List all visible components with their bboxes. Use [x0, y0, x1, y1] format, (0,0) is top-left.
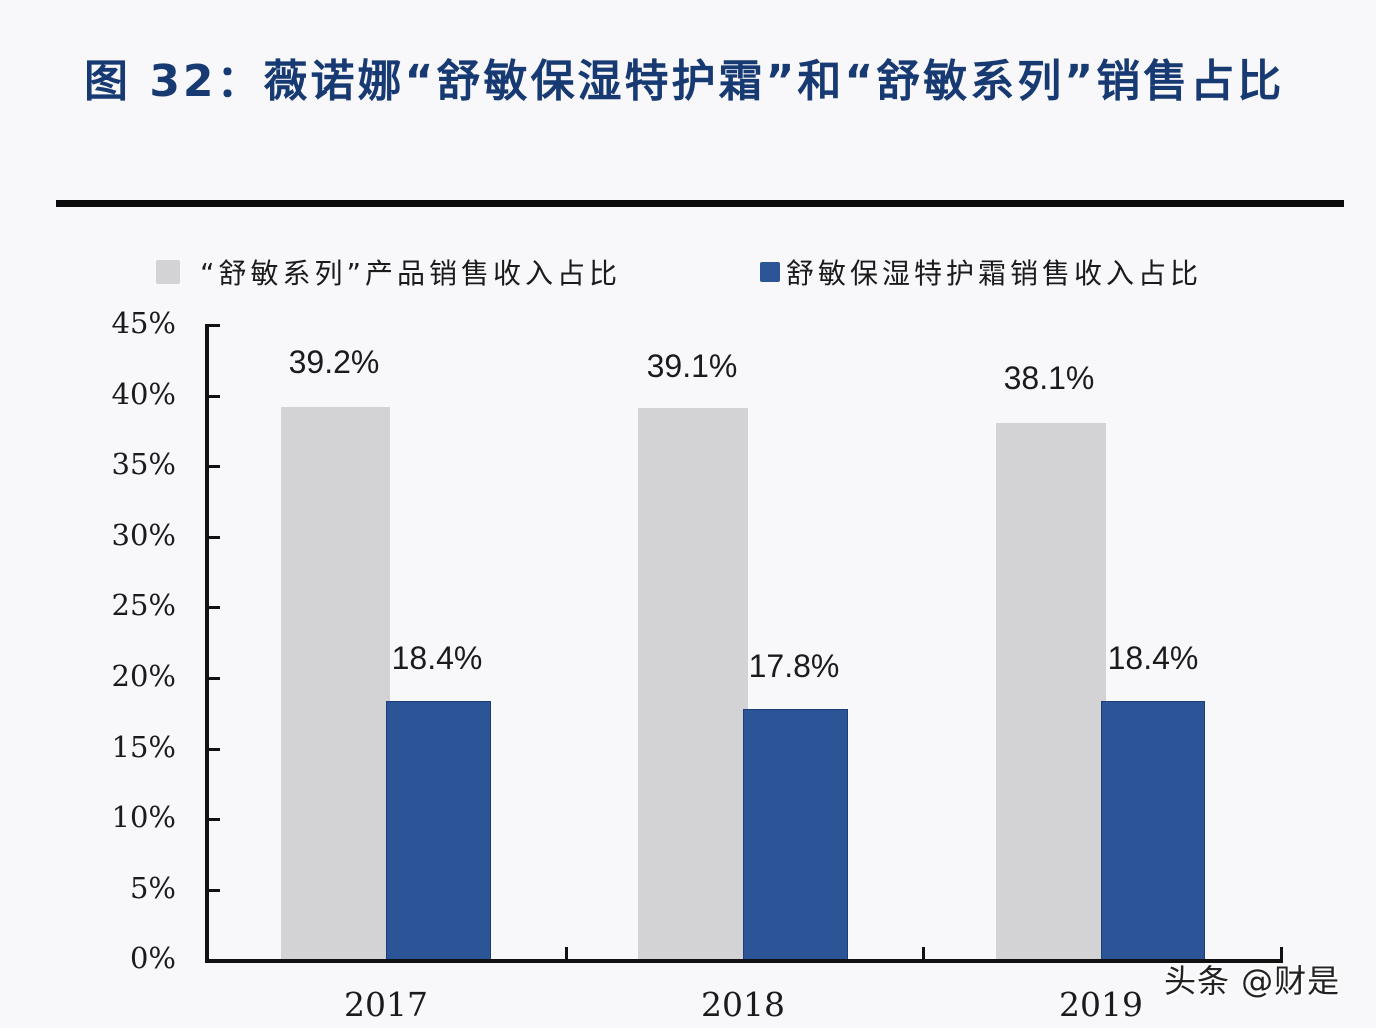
y-tick — [205, 677, 220, 680]
y-tick-label: 10% — [111, 800, 176, 834]
value-label: 17.8% — [748, 648, 840, 684]
value-label: 39.1% — [646, 348, 738, 384]
y-tick-label: 40% — [111, 377, 176, 411]
value-label: 18.4% — [391, 640, 483, 676]
y-tick — [205, 889, 220, 892]
value-label: 38.1% — [1003, 360, 1095, 396]
legend-swatch-blue — [760, 262, 780, 282]
y-tick — [205, 748, 220, 751]
legend-item-series-2: 舒敏保湿特护霜销售收入占比 — [760, 252, 1202, 292]
value-label: 39.2% — [288, 344, 380, 380]
bar-2018-series-1 — [638, 408, 748, 961]
y-tick-label: 35% — [111, 447, 176, 481]
y-tick — [205, 395, 220, 398]
y-tick-label: 45% — [111, 306, 176, 340]
legend-label: 舒敏保湿特护霜销售收入占比 — [786, 257, 1203, 290]
y-tick-label: 30% — [111, 518, 176, 552]
y-tick-label: 0% — [129, 941, 176, 975]
watermark: 头条 @财是 — [1164, 962, 1341, 1000]
x-axis — [205, 959, 1283, 963]
x-tick-label: 2017 — [344, 985, 428, 1024]
y-tick-label: 25% — [111, 588, 176, 622]
chart-title: 图 32：薇诺娜“舒敏保湿特护霜”和“舒敏系列”销售占比 — [84, 56, 1285, 107]
x-tick — [922, 947, 925, 961]
legend-item-series-1: “舒敏系列”产品销售收入占比 — [156, 252, 621, 292]
title-divider — [56, 200, 1344, 207]
y-tick-label: 15% — [111, 730, 176, 764]
x-tick-label: 2018 — [701, 985, 785, 1024]
bar-2017-series-1 — [281, 406, 390, 961]
bar-2017-series-2 — [386, 700, 491, 961]
x-tick-label: 2019 — [1059, 985, 1143, 1024]
value-label: 18.4% — [1107, 640, 1199, 676]
legend-label: “舒敏系列”产品销售收入占比 — [200, 257, 622, 290]
y-tick — [205, 324, 220, 327]
bar-2019-series-1 — [996, 422, 1106, 961]
x-tick — [1280, 947, 1283, 961]
x-tick — [565, 947, 568, 961]
bar-2019-series-2 — [1101, 700, 1205, 961]
y-tick — [205, 606, 220, 609]
y-tick-label: 5% — [129, 871, 176, 905]
y-tick — [205, 465, 220, 468]
y-tick — [205, 536, 220, 539]
bar-2018-series-2 — [743, 709, 848, 961]
y-axis — [205, 325, 209, 963]
y-tick — [205, 818, 220, 821]
y-tick-label: 20% — [111, 659, 176, 693]
legend-swatch-gray — [156, 260, 180, 284]
